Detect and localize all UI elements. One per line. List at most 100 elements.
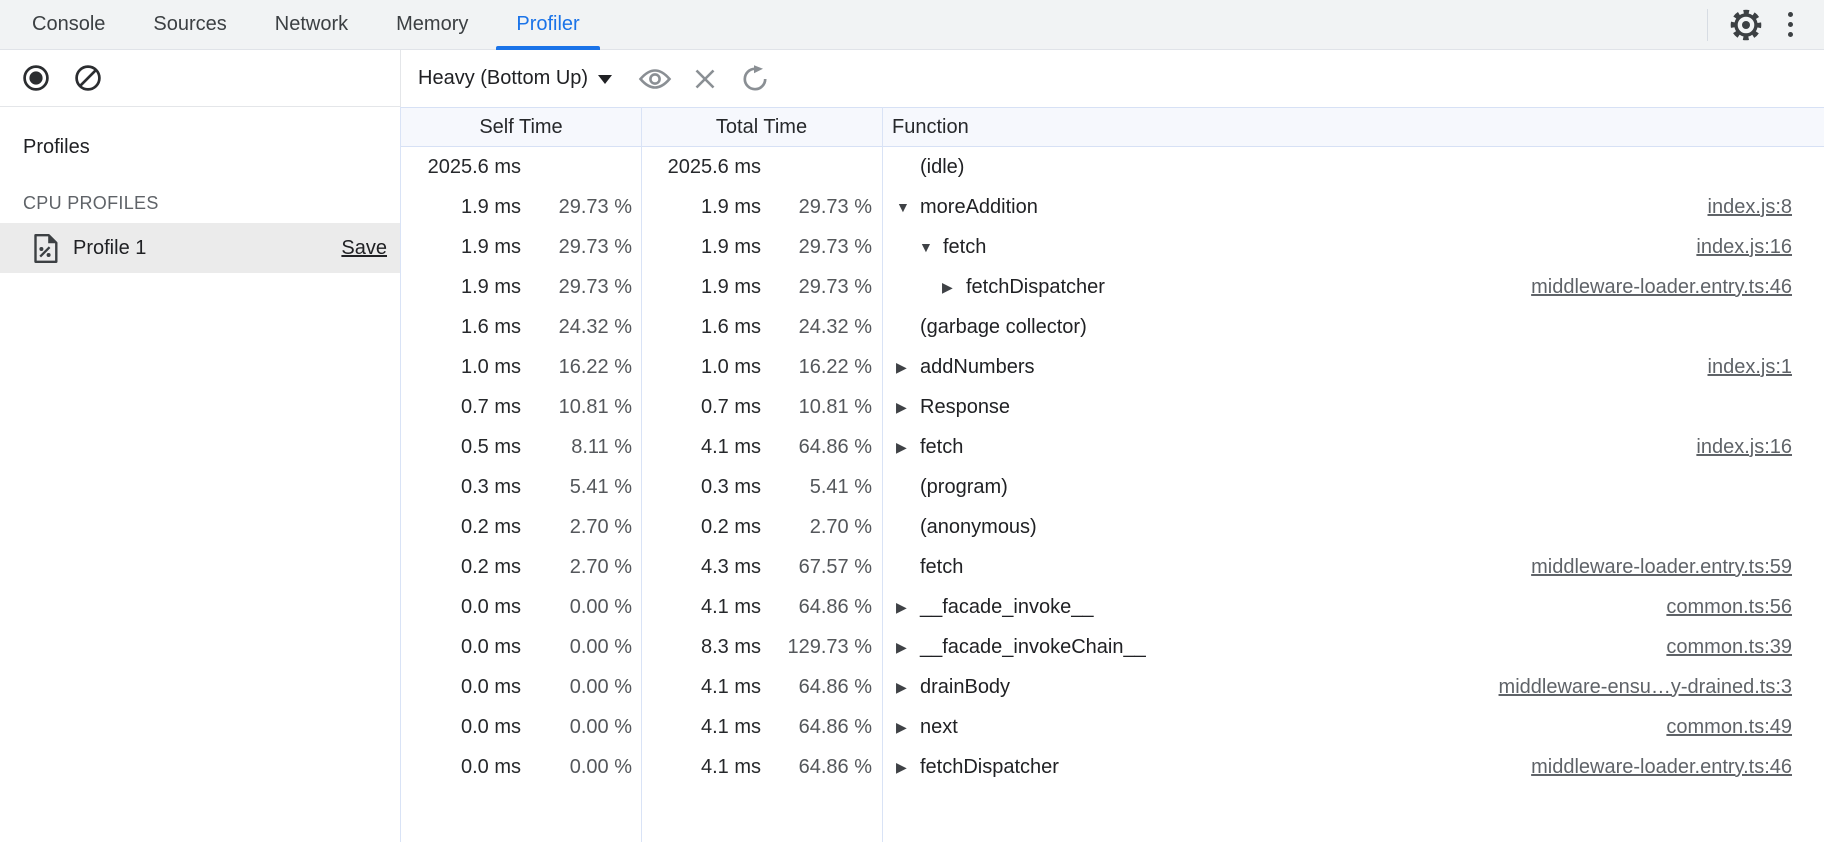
profiler-main-pane: Heavy (Bottom Up) (400, 50, 1824, 842)
self-time-ms: 0.0 ms (460, 756, 521, 778)
tree-collapse-arrow-icon[interactable]: ▶ (896, 638, 907, 655)
profile-list-item[interactable]: Profile 1 Save (0, 223, 400, 273)
table-row[interactable]: 0.2 ms 2.70 % 4.3 ms 67.57 % fetch middleware… (401, 547, 1824, 587)
source-location-link[interactable]: common.ts:39 (1666, 635, 1792, 658)
table-row[interactable]: 0.2 ms 2.70 % 0.2 ms 2.70 % (anonymous) (401, 507, 1824, 547)
tree-expand-arrow-icon[interactable]: ▼ (896, 199, 910, 215)
self-time-cell: 0.2 ms 2.70 % (401, 507, 641, 547)
total-time-percent: 29.73 % (798, 236, 872, 258)
table-row[interactable]: 0.0 ms 0.00 % 4.1 ms 64.86 % ▶ fetchDispatche… (401, 747, 1824, 787)
function-cell: ▶ __facade_invokeChain__ common.ts:39 (882, 636, 1824, 659)
tree-expand-arrow-icon[interactable]: ▼ (919, 239, 933, 255)
save-profile-link[interactable]: Save (341, 236, 387, 259)
table-row[interactable]: 0.0 ms 0.00 % 4.1 ms 64.86 % ▶ __facade_invok… (401, 587, 1824, 627)
self-time-cell: 0.0 ms 0.00 % (401, 587, 641, 627)
function-cell: (anonymous) (882, 516, 1824, 539)
function-cell: fetch middleware-loader.entry.ts:59 (882, 556, 1824, 579)
column-header-function[interactable]: Function (892, 116, 969, 138)
cpu-profiles-section-header: CPU PROFILES (23, 192, 159, 213)
source-location-link[interactable]: common.ts:49 (1666, 715, 1792, 738)
table-row[interactable]: 1.0 ms 16.22 % 1.0 ms 16.22 % ▶ addNumbers ind… (401, 347, 1824, 387)
view-mode-dropdown[interactable]: Heavy (Bottom Up) (418, 67, 613, 90)
self-time-ms: 0.3 ms (460, 476, 521, 498)
source-location-link[interactable]: index.js:16 (1696, 235, 1792, 258)
close-x-icon[interactable] (688, 62, 722, 96)
total-time-ms: 4.3 ms (700, 556, 761, 578)
source-location-link[interactable]: index.js:8 (1707, 195, 1793, 218)
sidebar-item-profiles[interactable]: Profiles (0, 127, 400, 167)
sidebar-toolbar (0, 50, 400, 107)
table-row[interactable]: 2025.6 ms 2025.6 ms (idle) (401, 147, 1824, 187)
total-time-cell: 4.1 ms 64.86 % (641, 667, 882, 707)
self-time-ms: 0.0 ms (460, 636, 521, 658)
total-time-percent: 16.22 % (798, 356, 872, 378)
tree-collapse-arrow-icon[interactable]: ▶ (896, 758, 907, 775)
self-time-cell: 0.0 ms 0.00 % (401, 707, 641, 747)
table-row[interactable]: 0.0 ms 0.00 % 4.1 ms 64.86 % ▶ next common.ts:… (401, 707, 1824, 747)
tree-collapse-arrow-icon[interactable]: ▶ (896, 398, 907, 415)
total-time-cell: 4.1 ms 64.86 % (641, 747, 882, 787)
self-time-cell: 0.0 ms 0.00 % (401, 627, 641, 667)
self-time-cell: 1.6 ms 24.32 % (401, 307, 641, 347)
tab-network[interactable]: Network (274, 13, 349, 35)
table-row[interactable]: 0.7 ms 10.81 % 0.7 ms 10.81 % ▶ Response (401, 387, 1824, 427)
self-time-ms: 0.2 ms (460, 516, 521, 538)
tree-collapse-arrow-icon[interactable]: ▶ (896, 678, 907, 695)
total-time-percent (761, 147, 872, 187)
table-row[interactable]: 0.0 ms 0.00 % 8.3 ms 129.73 % ▶ __facade_invo… (401, 627, 1824, 667)
tab-sources[interactable]: Sources (153, 13, 227, 35)
self-time-cell: 2025.6 ms (401, 147, 641, 187)
function-name: fetch (920, 555, 964, 578)
source-location-link[interactable]: middleware-loader.entry.ts:59 (1531, 555, 1792, 578)
table-row[interactable]: 1.9 ms 29.73 % 1.9 ms 29.73 % ▶ fetchDispatch… (401, 267, 1824, 307)
function-name: (garbage collector) (920, 315, 1087, 338)
chevron-down-icon (598, 75, 613, 84)
tab-strip: Console Sources Network Memory Profiler (8, 0, 604, 50)
total-time-ms: 4.1 ms (700, 716, 761, 738)
self-time-cell: 0.2 ms 2.70 % (401, 547, 641, 587)
self-time-percent: 8.11 % (571, 436, 632, 458)
refresh-icon[interactable] (738, 62, 772, 96)
column-header-total-time[interactable]: Total Time (715, 116, 808, 138)
total-time-ms: 4.1 ms (700, 596, 761, 618)
tab-profiler[interactable]: Profiler (492, 0, 603, 50)
total-time-percent: 24.32 % (798, 316, 872, 338)
source-location-link[interactable]: index.js:16 (1696, 435, 1792, 458)
tab-memory[interactable]: Memory (396, 13, 469, 35)
total-time-percent: 29.73 % (798, 276, 872, 298)
function-name: drainBody (920, 675, 1011, 698)
self-time-ms: 2025.6 ms (427, 156, 521, 178)
total-time-cell: 1.9 ms 29.73 % (641, 187, 882, 227)
table-row[interactable]: 0.0 ms 0.00 % 4.1 ms 64.86 % ▶ drainBody middl… (401, 667, 1824, 707)
table-row[interactable]: 1.9 ms 29.73 % 1.9 ms 29.73 % ▼ fetch index.js… (401, 227, 1824, 267)
more-vertical-icon[interactable] (1768, 3, 1812, 47)
clear-icon[interactable] (74, 64, 102, 92)
column-header-self-time[interactable]: Self Time (479, 116, 563, 138)
tree-collapse-arrow-icon[interactable]: ▶ (896, 358, 907, 375)
table-row[interactable]: 1.6 ms 24.32 % 1.6 ms 24.32 % (garbage colle… (401, 307, 1824, 347)
function-cell: ▶ next common.ts:49 (882, 716, 1824, 739)
tree-collapse-arrow-icon[interactable]: ▶ (896, 718, 907, 735)
source-location-link[interactable]: common.ts:56 (1666, 595, 1792, 618)
function-name: fetchDispatcher (966, 275, 1105, 298)
tab-console[interactable]: Console (32, 13, 106, 35)
self-time-percent: 5.41 % (569, 476, 632, 498)
tree-collapse-arrow-icon[interactable]: ▶ (896, 598, 907, 615)
table-row[interactable]: 0.5 ms 8.11 % 4.1 ms 64.86 % ▶ fetch index.js:… (401, 427, 1824, 467)
record-icon[interactable] (22, 64, 50, 92)
table-row[interactable]: 1.9 ms 29.73 % 1.9 ms 29.73 % ▼ moreAddition i… (401, 187, 1824, 227)
visibility-eye-icon[interactable] (638, 62, 672, 96)
source-location-link[interactable]: index.js:1 (1707, 355, 1793, 378)
self-time-percent: 2.70 % (569, 556, 632, 578)
tree-collapse-arrow-icon[interactable]: ▶ (896, 438, 907, 455)
total-time-percent: 67.57 % (798, 556, 872, 578)
source-location-link[interactable]: middleware-ensu…y-drained.ts:3 (1498, 675, 1792, 698)
source-location-link[interactable]: middleware-loader.entry.ts:46 (1531, 275, 1792, 298)
table-row[interactable]: 0.3 ms 5.41 % 0.3 ms 5.41 % (program) (401, 467, 1824, 507)
settings-gear-icon[interactable] (1724, 3, 1768, 47)
self-time-percent: 29.73 % (558, 196, 632, 218)
tree-collapse-arrow-icon[interactable]: ▶ (942, 278, 953, 295)
source-location-link[interactable]: middleware-loader.entry.ts:46 (1531, 755, 1792, 778)
self-time-ms: 0.0 ms (460, 676, 521, 698)
